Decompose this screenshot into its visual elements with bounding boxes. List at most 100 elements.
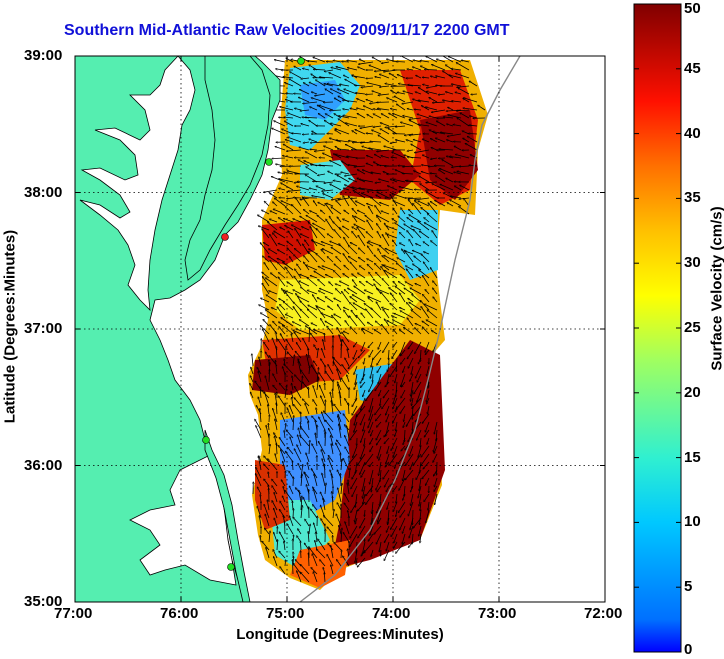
velocity-arrow [414, 109, 422, 110]
velocity-arrow [370, 365, 374, 378]
velocity-arrow [261, 298, 270, 303]
velocity-arrow [433, 297, 438, 303]
velocity-arrow [416, 75, 422, 79]
velocity-arrow [381, 114, 390, 119]
velocity-arrow [296, 342, 302, 351]
velocity-arrow [375, 205, 382, 215]
velocity-arrow [311, 98, 326, 103]
velocity-arrow [441, 56, 454, 63]
velocity-arrow [314, 271, 326, 279]
velocity-arrow [321, 242, 334, 247]
velocity-arrow [356, 93, 366, 95]
velocity-arrow [284, 385, 287, 399]
velocity-arrow [406, 269, 414, 279]
velocity-arrow [359, 281, 366, 287]
velocity-arrow [406, 303, 414, 311]
velocity-arrow [430, 173, 438, 174]
orange-south [290, 540, 350, 588]
velocity-arrow [424, 304, 438, 311]
velocity-arrow [382, 307, 390, 311]
velocity-arrow [362, 146, 374, 151]
velocity-arrow [310, 149, 318, 150]
velocity-arrow [279, 188, 286, 191]
velocity-arrow [424, 69, 438, 70]
velocity-arrow [309, 120, 318, 127]
velocity-arrow [330, 110, 342, 111]
velocity-arrow [409, 239, 414, 247]
velocity-arrow [275, 147, 286, 151]
velocity-arrow [294, 375, 302, 383]
velocity-arrow [334, 230, 342, 239]
velocity-arrow [366, 133, 374, 134]
velocity-arrow [319, 288, 334, 295]
velocity-arrow [446, 140, 454, 143]
velocity-arrow [352, 397, 358, 407]
velocity-arrow [355, 216, 366, 223]
velocity-arrow [390, 141, 398, 143]
velocity-arrow [324, 146, 334, 151]
velocity-arrow [373, 114, 382, 119]
velocity-arrow [446, 178, 454, 183]
velocity-arrow [327, 84, 342, 87]
velocity-arrow [418, 221, 430, 231]
velocity-arrow [278, 172, 286, 175]
radar-station-marker [221, 233, 229, 241]
velocity-arrow [393, 397, 398, 409]
y-tick-label: 38:00 [24, 183, 63, 201]
velocity-arrow [294, 332, 302, 343]
velocity-arrow [448, 56, 462, 63]
velocity-arrow [308, 251, 318, 263]
velocity-arrow [469, 116, 478, 119]
velocity-arrow [435, 200, 446, 207]
darkred-southeast [330, 340, 445, 570]
velocity-arrow [366, 100, 374, 103]
velocity-arrow [355, 373, 358, 385]
velocity-arrow [290, 72, 302, 79]
velocity-arrow [325, 371, 334, 383]
velocity-arrow [300, 234, 310, 239]
velocity-arrow [307, 278, 318, 287]
velocity-arrow [341, 172, 350, 175]
velocity-arrow [272, 233, 278, 239]
velocity-arrow [424, 223, 438, 231]
velocity-arrow [400, 122, 414, 127]
velocity-arrow [407, 217, 414, 223]
velocity-arrow [418, 124, 430, 127]
velocity-arrow [427, 214, 438, 223]
velocity-arrow [428, 203, 438, 215]
velocity-arrow [456, 63, 470, 71]
velocity-arrow [260, 243, 270, 255]
velocity-arrow [273, 202, 278, 207]
velocity-arrow [288, 137, 302, 143]
velocity-arrow [359, 179, 374, 183]
velocity-arrow [343, 188, 350, 191]
velocity-arrow [295, 198, 302, 207]
velocity-arrow [365, 94, 374, 95]
velocity-arrow [407, 157, 422, 159]
velocity-arrow [277, 250, 286, 255]
velocity-arrow [265, 352, 270, 359]
velocity-arrow [451, 84, 462, 87]
velocity-arrow [312, 196, 326, 199]
velocity-arrow [318, 266, 326, 271]
velocity-arrow [453, 125, 462, 127]
velocity-arrow [349, 316, 358, 327]
velocity-arrow [345, 144, 358, 151]
colorbar-tick-label: 30 [684, 254, 701, 272]
velocity-arrow [325, 203, 334, 215]
velocity-arrow [309, 327, 310, 343]
velocity-arrow [294, 248, 302, 255]
velocity-arrow [295, 269, 302, 279]
velocity-arrow [341, 378, 350, 391]
velocity-arrow [293, 307, 302, 319]
velocity-arrow [283, 219, 294, 223]
radar-station-marker [297, 57, 305, 65]
velocity-arrow [327, 257, 334, 263]
velocity-arrow [311, 365, 318, 375]
colorbar-tick-label: 0 [684, 641, 693, 658]
y-tick-label: 35:00 [24, 593, 63, 610]
velocity-arrow [397, 92, 406, 95]
velocity-arrow [319, 77, 334, 79]
velocity-arrow [401, 373, 406, 387]
velocity-arrow [350, 327, 358, 335]
